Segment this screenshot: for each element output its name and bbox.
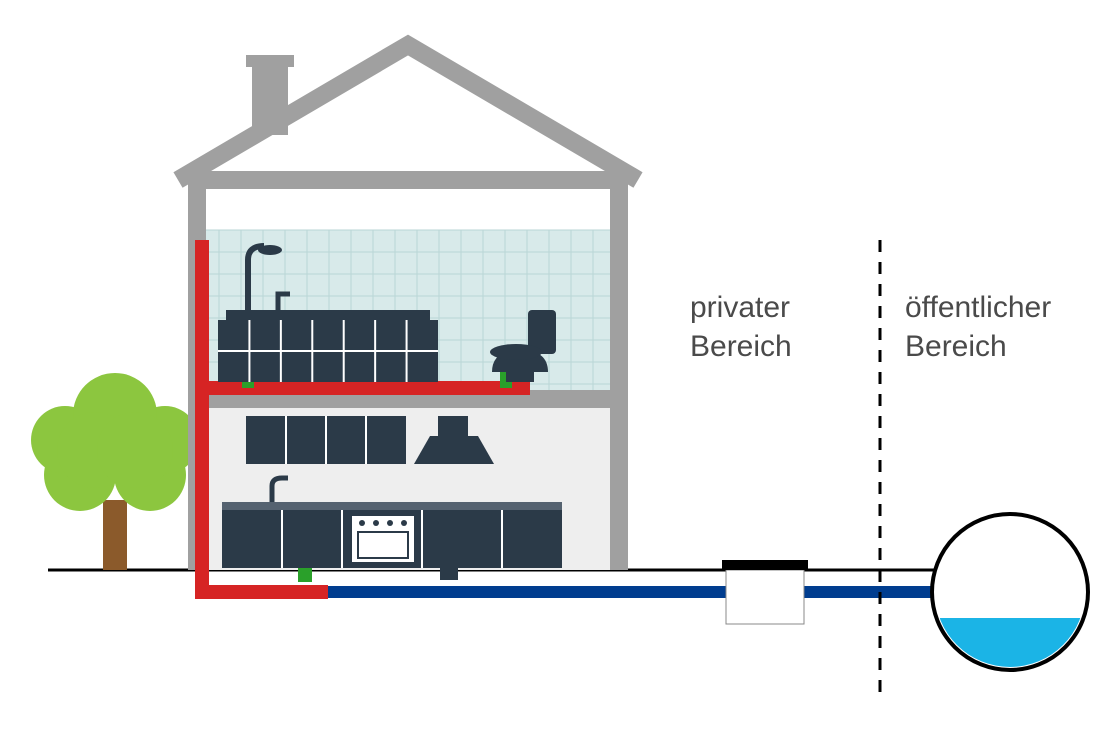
label-private-line1: privater	[690, 288, 792, 327]
manhole-box	[726, 570, 804, 624]
tree-trunk	[103, 500, 127, 570]
label-public-line2: Bereich	[905, 327, 1051, 366]
label-private: privater Bereich	[690, 288, 792, 366]
label-private-line2: Bereich	[690, 327, 792, 366]
manhole-lid	[722, 560, 808, 570]
chimney-cap	[246, 55, 294, 67]
label-public-line1: öffentlicher	[905, 288, 1051, 327]
chimney	[252, 65, 288, 135]
wall-right	[610, 170, 628, 570]
sewer-water	[932, 618, 1088, 746]
label-public: öffentlicher Bereich	[905, 288, 1051, 366]
green-cap-1	[298, 568, 312, 582]
green-cap-2	[440, 566, 458, 580]
diagram-root	[0, 0, 1112, 746]
shower-head	[258, 245, 282, 255]
tree-leaves	[31, 373, 199, 511]
